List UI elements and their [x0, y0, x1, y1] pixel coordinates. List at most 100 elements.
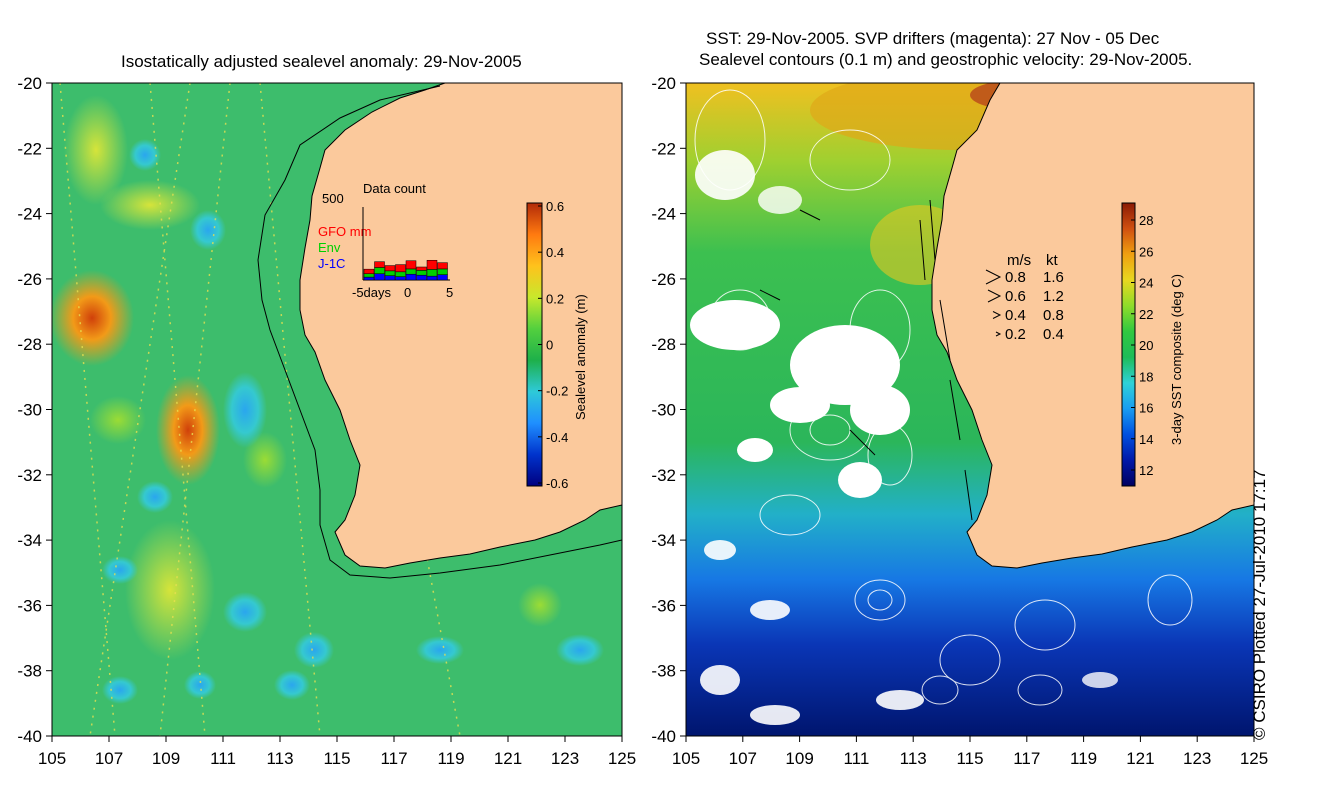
- lon-tick-label: 125: [1240, 749, 1268, 768]
- speed-unit-ms: m/s: [1007, 252, 1031, 269]
- inset-bar-env: [395, 271, 406, 277]
- inset-bar-jason: [437, 274, 448, 281]
- speed-arrow-glyph: [987, 289, 1002, 303]
- velocity-scale-legend: m/s kt 0.8 1.6 0.6 1.2 0.4 0.8 0.2 0.4: [985, 252, 1064, 343]
- sst-colorbar-tick-label: 14: [1139, 432, 1153, 447]
- inset-bar-jason: [426, 275, 438, 281]
- inset-bar-env: [405, 268, 417, 275]
- lat-tick-label: -20: [17, 74, 42, 93]
- lon-tick-label: 105: [38, 749, 66, 768]
- lat-tick-label: -34: [651, 531, 676, 550]
- lat-tick-label: -34: [17, 531, 42, 550]
- lat-tick-label: -32: [651, 466, 676, 485]
- inset-bar-gfo: [416, 266, 427, 271]
- right-map-title-line1: SST: 29-Nov-2005. SVP drifters (magenta)…: [706, 29, 1160, 48]
- lon-tick-label: 121: [1126, 749, 1154, 768]
- lat-tick-label: -30: [17, 401, 42, 420]
- inset-xlabel-5: 5: [446, 285, 453, 300]
- ssh-colorbar-label: Sealevel anomaly (m): [573, 294, 588, 420]
- lon-tick-label: 105: [672, 749, 700, 768]
- lon-tick-label: 119: [1070, 749, 1097, 768]
- lon-tick-label: 107: [95, 749, 123, 768]
- speed-kt-value: 0.4: [1043, 326, 1064, 343]
- lon-tick-label: 113: [900, 749, 927, 768]
- inset-bar-env: [363, 273, 375, 278]
- lat-tick-label: -32: [17, 466, 42, 485]
- inset-bar-jason: [395, 276, 406, 281]
- right-land: [931, 83, 1254, 569]
- ssh-colorbar-tick-label: 0: [546, 338, 553, 353]
- lat-tick-label: -24: [17, 205, 42, 224]
- inset-ymax-label: 500: [322, 191, 344, 206]
- sst-colorbar-tick-label: 22: [1139, 307, 1153, 322]
- inset-bar-env: [426, 269, 438, 277]
- sst-colorbar-tick-label: 20: [1139, 338, 1153, 353]
- data-count-inset: Data count 500 GFO mm Env J-1C -5days 0 …: [318, 181, 453, 300]
- lon-tick-label: 123: [551, 749, 579, 768]
- ssh-colorbar-tick-label: 0.6: [546, 199, 564, 214]
- sst-colorbar-tick-label: 16: [1139, 401, 1153, 416]
- lon-tick-label: 125: [608, 749, 636, 768]
- lon-tick-label: 115: [323, 749, 350, 768]
- inset-bar-gfo: [395, 264, 406, 273]
- inset-bar-jason: [363, 276, 375, 281]
- lat-tick-label: -26: [651, 270, 676, 289]
- lat-tick-label: -38: [651, 662, 676, 681]
- speed-ms-value: 0.6: [1005, 288, 1026, 305]
- lon-tick-label: 111: [843, 749, 869, 768]
- left-longitude-axis: 105 107 109 111 113 115 117 119 121 123 125: [38, 736, 636, 768]
- cloud-mask: [690, 150, 1118, 725]
- sst-colorbar-tick-label: 26: [1139, 244, 1153, 259]
- speed-arrow-glyph: [995, 331, 1002, 337]
- inset-bar-jason: [405, 273, 417, 281]
- lon-tick-label: 111: [210, 749, 236, 768]
- ssh-colorbar-tick-label: 0.4: [546, 245, 564, 260]
- lat-tick-label: -20: [651, 74, 676, 93]
- lon-tick-label: 117: [380, 749, 407, 768]
- lon-tick-label: 117: [1013, 749, 1040, 768]
- lon-tick-label: 115: [956, 749, 983, 768]
- lat-tick-label: -40: [651, 727, 676, 746]
- lat-tick-label: -26: [17, 270, 42, 289]
- altimeter-ground-tracks: [59, 83, 461, 736]
- inset-bar-env: [384, 270, 396, 276]
- inset-bar-gfo: [405, 260, 417, 270]
- speed-ms-value: 0.2: [1005, 326, 1026, 343]
- right-map-title-line2: Sealevel contours (0.1 m) and geostrophi…: [699, 50, 1193, 69]
- legend-jason: J-1C: [318, 256, 345, 271]
- sst-colorbar-tick-label: 12: [1139, 463, 1153, 478]
- lon-tick-label: 109: [785, 749, 813, 768]
- legend-gfo: GFO mm: [318, 224, 371, 239]
- lon-tick-label: 121: [494, 749, 522, 768]
- speed-kt-value: 0.8: [1043, 307, 1064, 324]
- inset-xlabel-minus5: -5days: [352, 285, 392, 300]
- speed-unit-kt: kt: [1046, 252, 1059, 269]
- sealevel-anomaly-map: [52, 83, 622, 736]
- lat-tick-label: -22: [651, 139, 676, 158]
- sst-colorbar-tick-label: 24: [1139, 276, 1153, 291]
- ssh-colorbar-tick-label: -0.2: [546, 384, 568, 399]
- lat-tick-label: -28: [17, 335, 42, 354]
- speed-arrow-glyph: [992, 311, 1002, 319]
- ssh-colorbar-tick-label: -0.4: [546, 430, 568, 445]
- speed-kt-value: 1.2: [1043, 288, 1064, 305]
- lon-tick-label: 107: [729, 749, 757, 768]
- inset-bar-env: [437, 268, 448, 275]
- left-map-title: Isostatically adjusted sealevel anomaly:…: [121, 52, 522, 71]
- sst-map: [686, 83, 1254, 736]
- inset-bar-env: [374, 267, 385, 274]
- inset-bar-jason: [416, 274, 427, 281]
- inset-bar-gfo: [437, 262, 448, 270]
- inset-bar-env: [416, 270, 427, 276]
- geostrophic-velocity-arrows: [759, 199, 973, 521]
- lat-tick-label: -24: [651, 205, 676, 224]
- right-longitude-axis: 105 107 109 111 113 115 117 119 121 123 125: [672, 736, 1268, 768]
- speed-kt-value: 1.6: [1043, 269, 1064, 286]
- lon-tick-label: 109: [152, 749, 180, 768]
- left-latitude-axis: -20 -22 -24 -26 -28 -30 -32 -34 -36 -38 -40: [17, 74, 52, 746]
- lat-tick-label: -38: [17, 662, 42, 681]
- left-shelf-contour: [257, 85, 622, 579]
- ssh-colorbar-tick-label: -0.6: [546, 476, 568, 491]
- lat-tick-label: -36: [651, 596, 676, 615]
- sst-colorbar-label: 3-day SST composite (deg C): [1169, 274, 1184, 445]
